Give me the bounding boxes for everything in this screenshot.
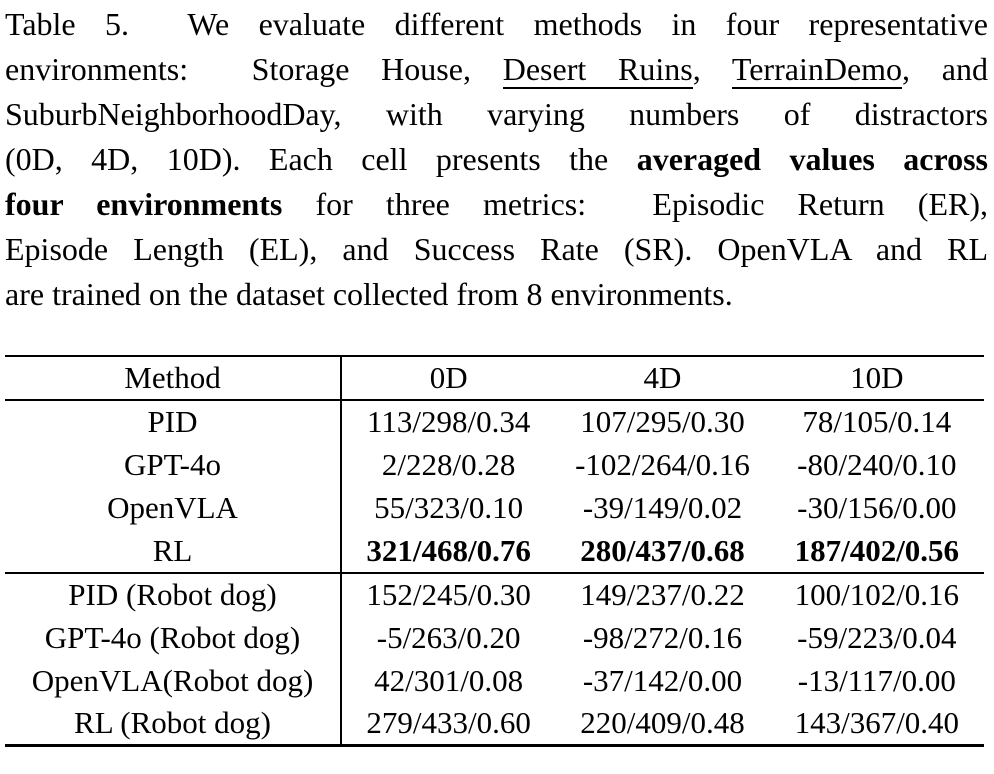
value-cell: 321/468/0.76 bbox=[341, 529, 556, 574]
table-row-rl: RL 321/468/0.76 280/437/0.68 187/402/0.5… bbox=[5, 529, 984, 574]
env-storage-house: Storage House bbox=[251, 51, 463, 92]
header-4d: 4D bbox=[555, 356, 770, 401]
value-cell: 149/237/0.22 bbox=[580, 576, 745, 612]
caption-text: , with varying numbers of distractors bbox=[333, 96, 988, 132]
caption-text: , bbox=[462, 51, 503, 87]
value-cell: -30/156/0.00 bbox=[797, 489, 957, 525]
table-row-gpt4o-robot-dog: GPT-4o (Robot dog) -5/263/0.20 -98/272/0… bbox=[5, 615, 984, 660]
value-cell: -102/264/0.16 bbox=[575, 446, 750, 482]
value-cell: -98/272/0.16 bbox=[582, 619, 743, 655]
caption-line-2: environments: Storage House, Desert Ruin… bbox=[5, 47, 988, 92]
caption-line-1: Table 5. We evaluate different methods i… bbox=[5, 2, 988, 47]
env-suburbneighborhoodday: SuburbNeighborhoodDay bbox=[5, 96, 334, 137]
caption-bold-text: four environments bbox=[5, 186, 283, 222]
header-10d: 10D bbox=[769, 356, 984, 401]
value-cell: 107/295/0.30 bbox=[580, 404, 745, 440]
method-cell: RL (Robot dog) bbox=[5, 702, 342, 746]
caption-text: , and bbox=[902, 51, 988, 87]
caption-text: for three metrics: Episodic Return (ER), bbox=[282, 186, 988, 222]
results-table: Method 0D 4D 10D PID 113/298/0.34 107/29… bbox=[5, 355, 984, 747]
value-cell: 42/301/0.08 bbox=[374, 662, 524, 698]
value-cell: -80/240/0.10 bbox=[797, 446, 957, 482]
caption-line-7: are trained on the dataset collected fro… bbox=[5, 272, 988, 317]
value-cell: 143/367/0.40 bbox=[794, 705, 960, 741]
caption-text: Table 5. We evaluate different methods i… bbox=[5, 6, 988, 42]
method-cell: PID (Robot dog) bbox=[5, 572, 342, 616]
table-row-openvla-robot-dog: OpenVLA(Robot dog) 42/301/0.08 -37/142/0… bbox=[5, 659, 984, 703]
table-row-pid: PID 113/298/0.34 107/295/0.30 78/105/0.1… bbox=[5, 400, 984, 444]
table-row-openvla: OpenVLA 55/323/0.10 -39/149/0.02 -30/156… bbox=[5, 486, 984, 530]
table-row-rl-robot-dog: RL (Robot dog) 279/433/0.60 220/409/0.48… bbox=[5, 702, 984, 746]
value-cell: 279/433/0.60 bbox=[366, 705, 531, 741]
value-cell: -5/263/0.20 bbox=[376, 619, 521, 655]
value-cell: 152/245/0.30 bbox=[366, 576, 531, 612]
value-cell: -37/142/0.00 bbox=[582, 662, 743, 698]
header-row: Method 0D 4D 10D bbox=[5, 356, 984, 401]
table-row-gpt4o: GPT-4o 2/228/0.28 -102/264/0.16 -80/240/… bbox=[5, 443, 984, 487]
value-cell: -39/149/0.02 bbox=[582, 489, 743, 525]
value-cell: 78/105/0.14 bbox=[802, 404, 952, 440]
value-cell: 113/298/0.34 bbox=[367, 404, 531, 440]
caption-bold-text: averaged values across bbox=[636, 141, 988, 177]
value-cell: 100/102/0.16 bbox=[794, 576, 960, 612]
value-cell: 55/323/0.10 bbox=[374, 489, 524, 525]
table-container: Method 0D 4D 10D PID 113/298/0.34 107/29… bbox=[5, 355, 994, 747]
value-cell: 220/409/0.48 bbox=[580, 705, 745, 741]
env-desert-ruins: Desert Ruins bbox=[502, 51, 693, 89]
method-cell: GPT-4o (Robot dog) bbox=[5, 615, 342, 660]
method-cell: OpenVLA(Robot dog) bbox=[5, 659, 342, 703]
caption-line-5: four environments for three metrics: Epi… bbox=[5, 182, 988, 227]
caption-line-3: SuburbNeighborhoodDay, with varying numb… bbox=[5, 92, 988, 137]
env-terraindemo: TerrainDemo bbox=[731, 51, 903, 89]
caption-line-6: Episode Length (EL), and Success Rate (S… bbox=[5, 227, 988, 272]
method-cell: OpenVLA bbox=[5, 486, 342, 530]
header-0d: 0D bbox=[341, 356, 556, 401]
caption-text: are trained on the dataset collected fro… bbox=[5, 276, 733, 312]
caption-line-4: (0D, 4D, 10D). Each cell presents the av… bbox=[5, 137, 988, 182]
value-cell: -13/117/0.00 bbox=[797, 662, 956, 698]
caption-text: Episode Length (EL), and Success Rate (S… bbox=[5, 231, 988, 267]
value-cell: 280/437/0.68 bbox=[555, 529, 770, 574]
value-cell: -59/223/0.04 bbox=[797, 619, 957, 655]
value-cell: 2/228/0.28 bbox=[381, 446, 516, 482]
method-cell: PID bbox=[5, 400, 342, 444]
value-cell: 187/402/0.56 bbox=[769, 529, 984, 574]
header-method: Method bbox=[5, 356, 342, 401]
caption-text: , bbox=[692, 51, 732, 87]
table-row-pid-robot-dog: PID (Robot dog) 152/245/0.30 149/237/0.2… bbox=[5, 572, 984, 616]
table-caption: Table 5. We evaluate different methods i… bbox=[5, 2, 988, 317]
caption-text: (0D, 4D, 10D). Each cell presents the bbox=[5, 141, 637, 177]
method-cell: GPT-4o bbox=[5, 443, 342, 487]
caption-text: environments: bbox=[5, 51, 252, 87]
method-cell: RL bbox=[5, 529, 342, 574]
